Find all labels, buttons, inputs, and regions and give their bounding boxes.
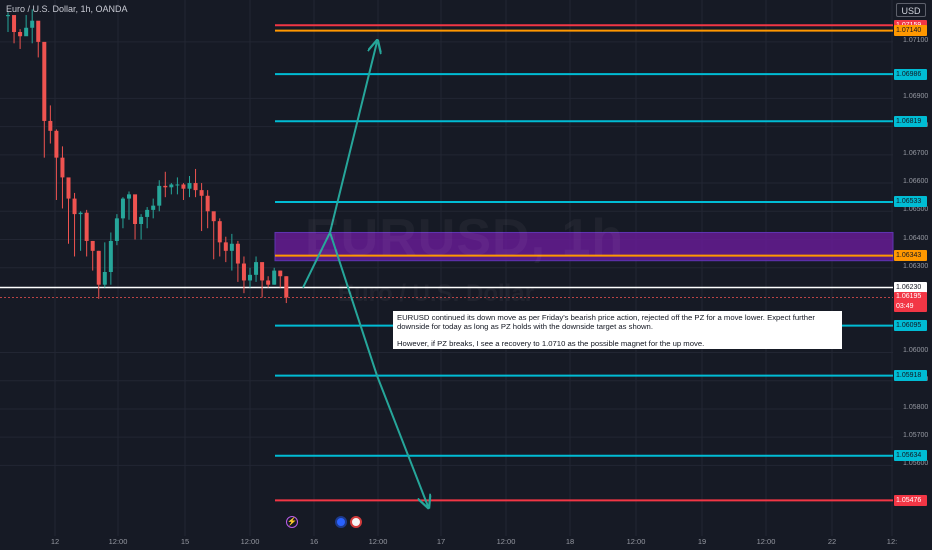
price-tick: 1.06900 — [903, 93, 929, 101]
price-label: 1.05634 — [894, 450, 927, 462]
level-lines — [0, 24, 893, 502]
candle-body — [217, 221, 222, 243]
time-tick: 19 — [697, 537, 707, 546]
projection-down-move — [329, 232, 428, 506]
candle-body — [108, 240, 113, 272]
flash-icon[interactable]: ⚡ — [286, 516, 298, 528]
candle-body — [78, 212, 83, 215]
candle-body — [187, 183, 192, 189]
time-tick: 16 — [309, 537, 319, 546]
time-tick: 12 — [50, 537, 60, 546]
candle-body — [60, 157, 65, 178]
price-tick: 1.06700 — [903, 149, 929, 157]
note-paragraph-1: EURUSD continued its down move as per Fr… — [397, 313, 815, 331]
candle-body — [18, 32, 23, 37]
candle-body — [193, 183, 198, 191]
time-tick: 12:00 — [626, 537, 646, 546]
candle-body — [266, 280, 271, 285]
time-tick: 12:00 — [108, 537, 128, 546]
candle-body — [205, 195, 210, 212]
analysis-note[interactable]: EURUSD continued its down move as per Fr… — [393, 311, 842, 349]
candle-body — [199, 190, 204, 196]
candle-body — [260, 262, 265, 281]
price-tick: 1.06600 — [903, 178, 929, 186]
candle-body — [114, 218, 119, 241]
candle-body — [254, 262, 259, 275]
candle-body — [169, 184, 174, 188]
price-label: 1.06343 — [894, 250, 927, 262]
candle-body — [175, 184, 180, 186]
price-tick: 1.05600 — [903, 460, 929, 468]
price-label: 1.06819 — [894, 115, 927, 127]
price-tick: 1.07100 — [903, 36, 929, 44]
candle-body — [120, 198, 125, 219]
time-tick: 18 — [565, 537, 575, 546]
price-tick: 1.06500 — [903, 206, 929, 214]
current-price-label: 1.06230 — [894, 282, 927, 294]
candle-body — [102, 272, 107, 285]
currency-button[interactable]: USD — [896, 3, 926, 17]
candle-body — [127, 194, 131, 199]
time-tick: 12: — [886, 537, 898, 546]
candle-body — [163, 185, 168, 188]
note-paragraph-2: However, if PZ breaks, I see a recovery … — [397, 339, 705, 348]
candle-body — [151, 205, 156, 210]
candle-body — [42, 41, 47, 121]
candle-body — [30, 20, 35, 28]
last-price-label: 1.06195 03:49 — [894, 291, 927, 312]
candle-body — [12, 15, 17, 33]
candle-body — [211, 211, 216, 222]
time-tick: 12:00 — [240, 537, 260, 546]
candle-body — [66, 177, 71, 199]
time-tick: 22 — [827, 537, 837, 546]
price-tick: 1.06400 — [903, 234, 929, 242]
projection-arrows — [302, 42, 428, 506]
time-tick: 17 — [436, 537, 446, 546]
candle-body — [72, 198, 77, 215]
ecb-flag-icon[interactable] — [335, 516, 347, 528]
candle-body — [223, 242, 228, 251]
candle-body — [235, 243, 240, 264]
price-tick: 1.06000 — [903, 347, 929, 355]
time-tick: 15 — [180, 537, 190, 546]
price-label: 1.07140 — [894, 25, 927, 37]
candle-body — [36, 20, 41, 42]
candle-body — [272, 270, 277, 285]
price-tick: 1.05700 — [903, 432, 929, 440]
price-label: 1.06095 — [894, 320, 927, 332]
candle-body — [145, 209, 150, 217]
candle-body — [181, 184, 186, 189]
time-tick: 12:00 — [496, 537, 516, 546]
candle-body — [284, 276, 289, 298]
time-tick: 12:00 — [368, 537, 388, 546]
candle-body — [229, 243, 234, 251]
candle-body — [48, 120, 53, 131]
candle-body — [241, 263, 246, 281]
candle-body — [24, 27, 29, 37]
price-tick: 1.06300 — [903, 262, 929, 270]
candle-body — [139, 216, 144, 224]
price-label: 1.06533 — [894, 196, 927, 208]
symbol-title[interactable]: Euro / U.S. Dollar, 1h, OANDA — [6, 4, 128, 14]
candle-body — [96, 250, 101, 285]
candles — [6, 9, 289, 304]
time-tick: 12:00 — [756, 537, 776, 546]
candle-body — [90, 240, 95, 251]
candle-body — [248, 274, 252, 281]
candle-body — [6, 15, 10, 17]
candle-body — [157, 185, 162, 206]
price-label: 1.06986 — [894, 68, 927, 80]
candle-body — [54, 130, 59, 158]
countdown: 03:49 — [896, 302, 914, 310]
candle-body — [133, 194, 138, 224]
price-tick: 1.05800 — [903, 403, 929, 411]
candle-body — [84, 212, 89, 241]
price-label: 1.05476 — [894, 494, 927, 506]
price-label: 1.05918 — [894, 370, 927, 382]
us-flag-icon[interactable] — [350, 516, 362, 528]
candle-body — [278, 270, 283, 277]
